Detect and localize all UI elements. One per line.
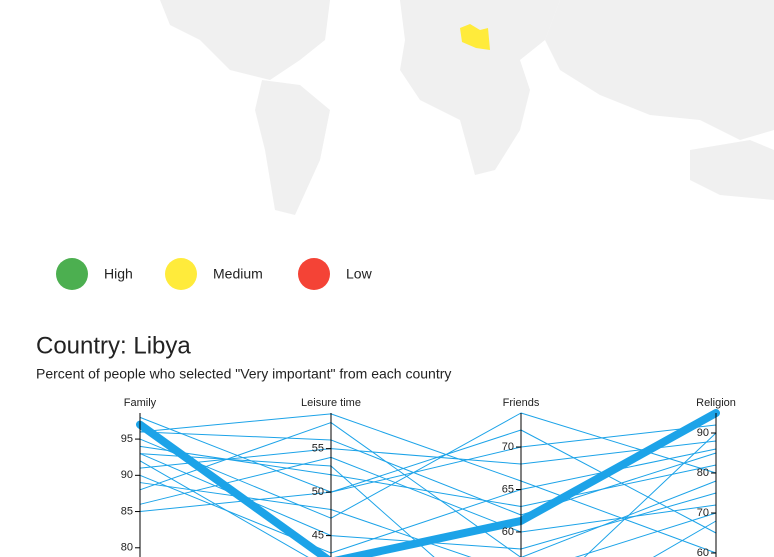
country-line [139, 429, 717, 534]
libya-shape [460, 24, 490, 50]
country-line [139, 412, 717, 519]
y-tick-label: 45 [312, 530, 324, 542]
country-line [139, 413, 717, 554]
y-tick-label: 55 [312, 443, 324, 455]
country-line [139, 416, 717, 493]
y-tick-label: 80 [697, 467, 709, 479]
world-map [160, 0, 774, 215]
y-tick-label: 65 [502, 483, 514, 495]
legend-swatch [165, 258, 197, 290]
country-line [139, 482, 717, 557]
y-tick-label: 80 [121, 542, 133, 554]
axis-name: Religion [696, 397, 736, 409]
y-tick-label: 60 [502, 526, 514, 538]
legend-label: Low [346, 266, 373, 282]
country-line [139, 456, 717, 533]
country-line [139, 440, 717, 469]
chart-title: Country: Libya [36, 332, 191, 359]
y-tick-label: 90 [697, 427, 709, 439]
chart-subtitle: Percent of people who selected "Very imp… [36, 366, 451, 382]
axis-name: Family [124, 397, 157, 409]
y-tick-label: 60 [697, 547, 709, 557]
y-tick-label: 70 [697, 507, 709, 519]
legend-swatch [298, 258, 330, 290]
legend-label: Medium [213, 266, 263, 282]
country-line [139, 431, 717, 516]
country-line [139, 432, 717, 557]
country-line [139, 445, 717, 507]
country-line [139, 453, 717, 557]
country-line [139, 453, 717, 550]
y-tick-label: 95 [121, 433, 133, 445]
y-tick-label: 50 [312, 486, 324, 498]
y-tick-label: 85 [121, 505, 133, 517]
axis-name: Friends [503, 397, 540, 409]
highlight-line [136, 409, 720, 557]
legend-label: High [104, 266, 133, 282]
y-tick-label: 90 [121, 469, 133, 481]
axis-name: Leisure time [301, 397, 361, 409]
country-line [139, 422, 717, 557]
legend-swatch [56, 258, 88, 290]
y-tick-label: 70 [502, 441, 514, 453]
